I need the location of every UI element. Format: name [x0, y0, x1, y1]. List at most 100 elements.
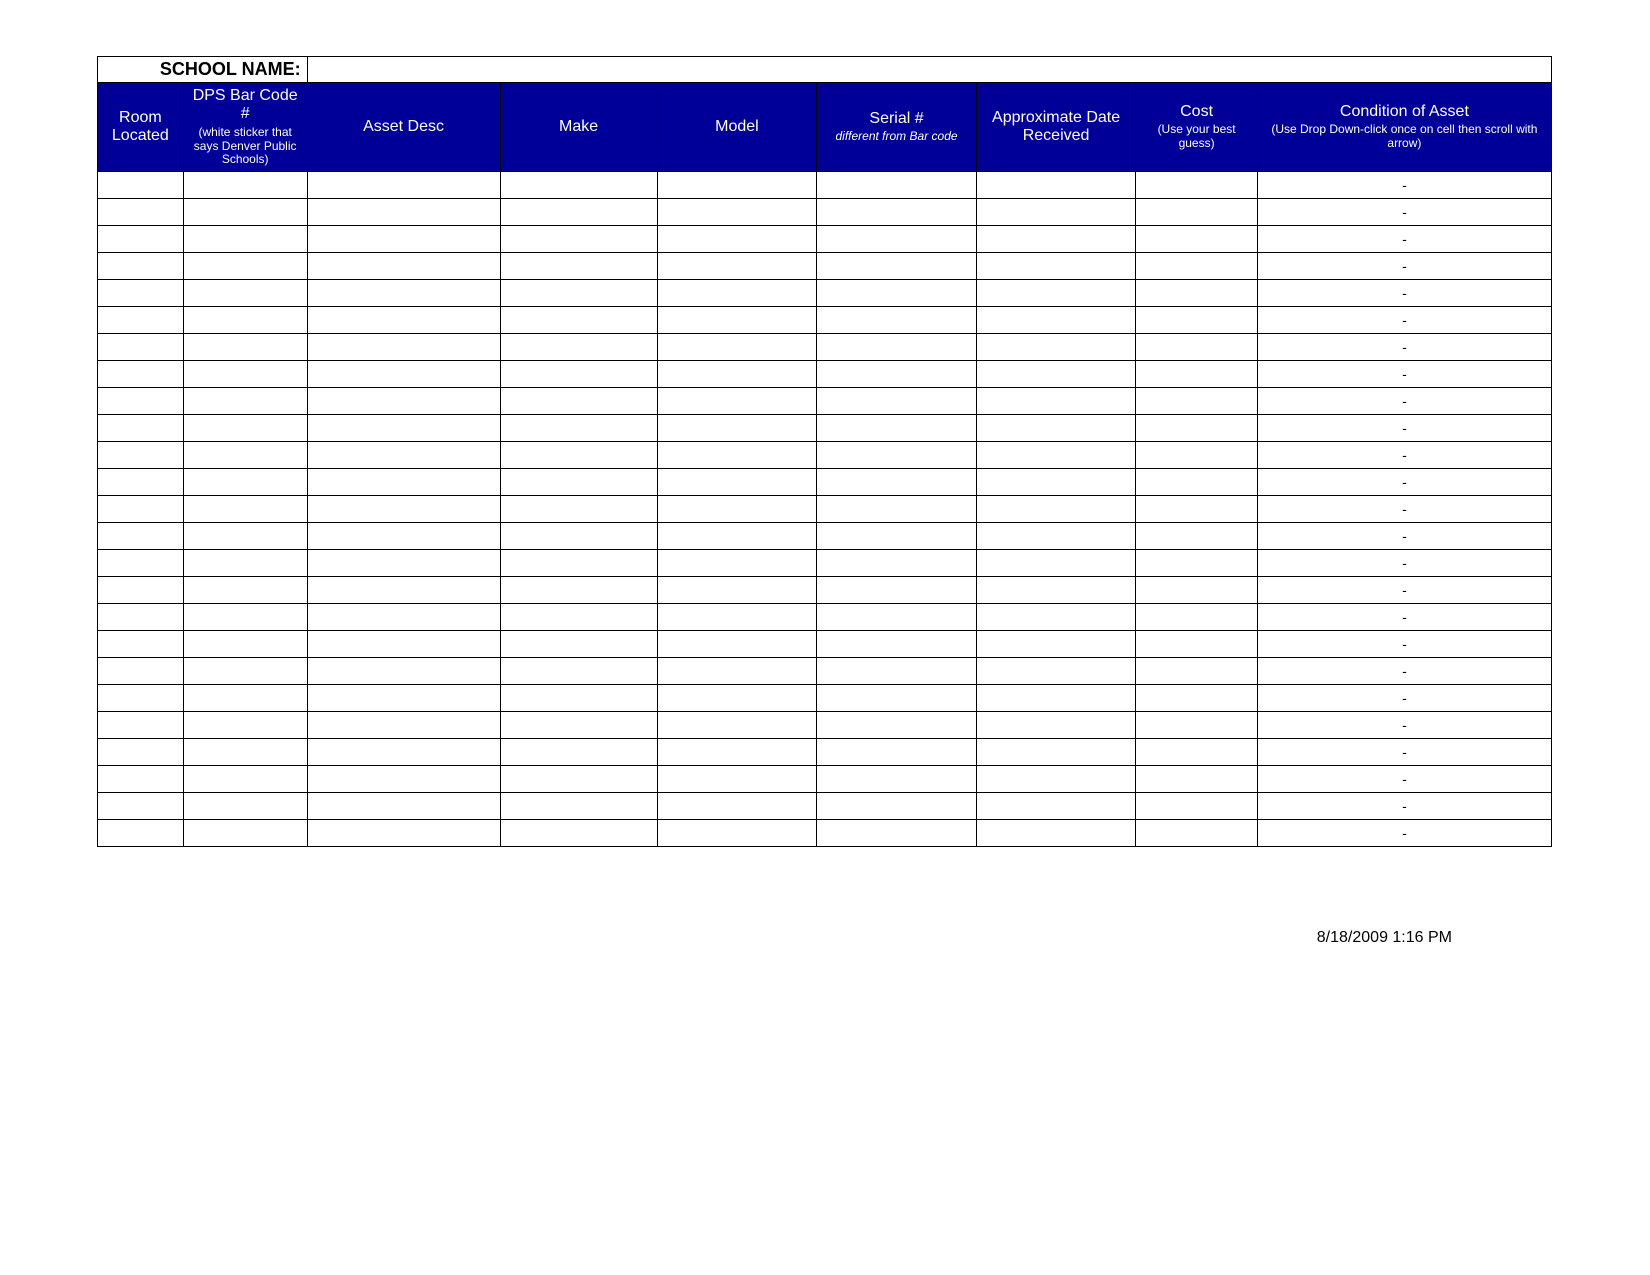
- cell-barcode[interactable]: [183, 226, 307, 253]
- cell-cost[interactable]: [1136, 442, 1257, 469]
- cell-room[interactable]: [98, 820, 184, 847]
- cell-serial[interactable]: [817, 577, 977, 604]
- cell-model[interactable]: [657, 172, 817, 199]
- cell-room[interactable]: [98, 172, 184, 199]
- cell-make[interactable]: [500, 712, 657, 739]
- cell-make[interactable]: [500, 604, 657, 631]
- cell-barcode[interactable]: [183, 739, 307, 766]
- cell-model[interactable]: [657, 334, 817, 361]
- cell-cost[interactable]: [1136, 361, 1257, 388]
- cell-room[interactable]: [98, 523, 184, 550]
- cell-room[interactable]: [98, 658, 184, 685]
- cell-room[interactable]: [98, 685, 184, 712]
- cell-asset_desc[interactable]: [307, 793, 500, 820]
- cell-cost[interactable]: [1136, 307, 1257, 334]
- cell-asset_desc[interactable]: [307, 415, 500, 442]
- cell-condition[interactable]: -: [1257, 685, 1551, 712]
- cell-barcode[interactable]: [183, 442, 307, 469]
- cell-model[interactable]: [657, 442, 817, 469]
- cell-barcode[interactable]: [183, 577, 307, 604]
- cell-make[interactable]: [500, 820, 657, 847]
- cell-asset_desc[interactable]: [307, 820, 500, 847]
- cell-room[interactable]: [98, 307, 184, 334]
- cell-serial[interactable]: [817, 199, 977, 226]
- cell-make[interactable]: [500, 226, 657, 253]
- cell-room[interactable]: [98, 469, 184, 496]
- cell-cost[interactable]: [1136, 388, 1257, 415]
- cell-model[interactable]: [657, 712, 817, 739]
- cell-date_recv[interactable]: [976, 226, 1136, 253]
- cell-asset_desc[interactable]: [307, 226, 500, 253]
- cell-make[interactable]: [500, 631, 657, 658]
- cell-room[interactable]: [98, 739, 184, 766]
- cell-make[interactable]: [500, 307, 657, 334]
- cell-condition[interactable]: -: [1257, 469, 1551, 496]
- cell-barcode[interactable]: [183, 172, 307, 199]
- cell-model[interactable]: [657, 523, 817, 550]
- cell-serial[interactable]: [817, 334, 977, 361]
- cell-condition[interactable]: -: [1257, 658, 1551, 685]
- cell-make[interactable]: [500, 577, 657, 604]
- cell-make[interactable]: [500, 334, 657, 361]
- cell-asset_desc[interactable]: [307, 253, 500, 280]
- cell-cost[interactable]: [1136, 631, 1257, 658]
- cell-condition[interactable]: -: [1257, 631, 1551, 658]
- cell-room[interactable]: [98, 199, 184, 226]
- cell-asset_desc[interactable]: [307, 334, 500, 361]
- cell-cost[interactable]: [1136, 469, 1257, 496]
- cell-serial[interactable]: [817, 712, 977, 739]
- cell-serial[interactable]: [817, 766, 977, 793]
- cell-room[interactable]: [98, 550, 184, 577]
- cell-serial[interactable]: [817, 820, 977, 847]
- cell-cost[interactable]: [1136, 496, 1257, 523]
- cell-model[interactable]: [657, 658, 817, 685]
- cell-model[interactable]: [657, 388, 817, 415]
- cell-barcode[interactable]: [183, 550, 307, 577]
- cell-serial[interactable]: [817, 442, 977, 469]
- cell-model[interactable]: [657, 307, 817, 334]
- cell-model[interactable]: [657, 739, 817, 766]
- cell-condition[interactable]: -: [1257, 442, 1551, 469]
- cell-condition[interactable]: -: [1257, 496, 1551, 523]
- cell-date_recv[interactable]: [976, 658, 1136, 685]
- cell-model[interactable]: [657, 793, 817, 820]
- cell-cost[interactable]: [1136, 172, 1257, 199]
- cell-barcode[interactable]: [183, 496, 307, 523]
- cell-barcode[interactable]: [183, 280, 307, 307]
- cell-date_recv[interactable]: [976, 280, 1136, 307]
- cell-condition[interactable]: -: [1257, 334, 1551, 361]
- cell-asset_desc[interactable]: [307, 766, 500, 793]
- cell-asset_desc[interactable]: [307, 550, 500, 577]
- cell-make[interactable]: [500, 469, 657, 496]
- cell-make[interactable]: [500, 280, 657, 307]
- cell-make[interactable]: [500, 523, 657, 550]
- cell-cost[interactable]: [1136, 334, 1257, 361]
- cell-date_recv[interactable]: [976, 361, 1136, 388]
- cell-date_recv[interactable]: [976, 523, 1136, 550]
- cell-cost[interactable]: [1136, 226, 1257, 253]
- cell-date_recv[interactable]: [976, 496, 1136, 523]
- cell-room[interactable]: [98, 604, 184, 631]
- cell-asset_desc[interactable]: [307, 685, 500, 712]
- cell-barcode[interactable]: [183, 793, 307, 820]
- cell-asset_desc[interactable]: [307, 631, 500, 658]
- cell-room[interactable]: [98, 334, 184, 361]
- cell-date_recv[interactable]: [976, 469, 1136, 496]
- cell-room[interactable]: [98, 631, 184, 658]
- cell-room[interactable]: [98, 766, 184, 793]
- cell-room[interactable]: [98, 280, 184, 307]
- cell-barcode[interactable]: [183, 712, 307, 739]
- cell-date_recv[interactable]: [976, 604, 1136, 631]
- cell-date_recv[interactable]: [976, 820, 1136, 847]
- cell-condition[interactable]: -: [1257, 739, 1551, 766]
- cell-condition[interactable]: -: [1257, 604, 1551, 631]
- cell-asset_desc[interactable]: [307, 172, 500, 199]
- cell-condition[interactable]: -: [1257, 280, 1551, 307]
- cell-make[interactable]: [500, 658, 657, 685]
- cell-model[interactable]: [657, 280, 817, 307]
- cell-serial[interactable]: [817, 415, 977, 442]
- cell-condition[interactable]: -: [1257, 415, 1551, 442]
- cell-condition[interactable]: -: [1257, 577, 1551, 604]
- cell-barcode[interactable]: [183, 307, 307, 334]
- cell-model[interactable]: [657, 685, 817, 712]
